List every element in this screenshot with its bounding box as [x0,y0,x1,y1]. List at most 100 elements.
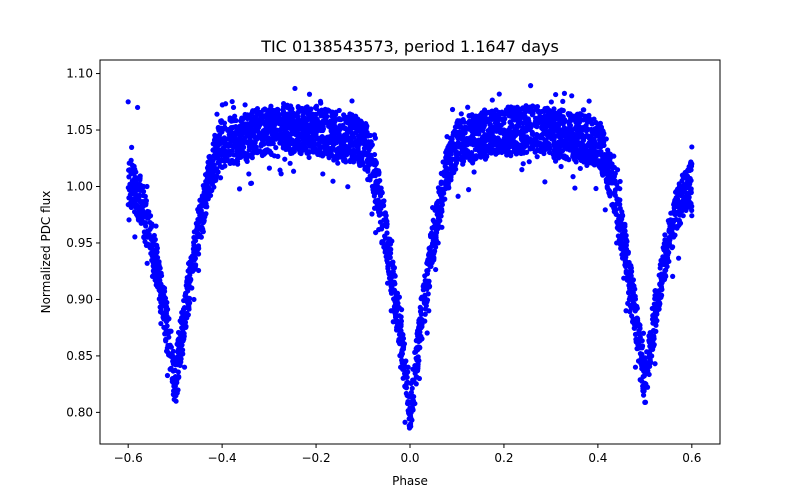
data-point [371,151,378,158]
data-point [328,133,335,139]
data-point [516,148,522,154]
data-point [416,375,422,382]
data-point [596,144,602,150]
data-point [151,237,157,244]
data-point [400,344,407,350]
x-tick-label: 0.4 [588,451,607,465]
x-tick-label: 0.6 [682,451,701,465]
data-point [600,168,606,174]
data-point [683,193,689,200]
data-point [414,330,420,337]
data-point [309,142,315,148]
data-point [258,143,264,149]
data-point [599,135,606,141]
data-point [211,153,217,159]
data-point [222,137,228,143]
data-point [476,148,482,154]
data-point [282,156,288,162]
data-point [184,315,190,321]
data-point [637,322,643,328]
data-point [412,400,418,407]
data-point [496,91,502,97]
data-point [577,165,583,172]
data-point [658,292,664,298]
data-point [195,267,202,274]
data-point [236,186,243,192]
data-point [656,272,662,278]
data-point [651,333,657,339]
data-point [455,118,461,124]
data-point [427,232,434,238]
data-point [305,136,311,143]
data-point [369,211,375,217]
data-point [312,104,319,111]
data-point [614,201,620,207]
data-point [471,169,477,175]
data-point [136,204,143,210]
data-point [333,140,340,146]
data-point [191,296,197,303]
data-point [313,116,319,122]
data-point [490,139,496,146]
data-point [251,132,257,138]
data-point [610,164,616,171]
data-point [577,112,584,118]
data-point [252,149,259,155]
data-point [596,158,602,164]
data-point [606,191,612,197]
data-point [379,240,385,246]
data-point [142,239,148,245]
data-point [505,132,511,138]
data-point [457,129,463,135]
data-point [306,91,313,97]
data-point [620,251,626,257]
data-point [192,244,198,250]
data-point [320,126,326,132]
data-point [258,131,264,138]
data-point [426,283,433,289]
data-point [194,226,200,232]
data-point [565,111,571,117]
data-point [578,155,584,161]
data-point [221,158,227,164]
data-point [482,134,488,140]
data-point [398,332,404,339]
data-point [153,262,159,269]
data-point [424,271,431,277]
data-point [142,198,148,205]
data-point [555,128,561,134]
data-point [433,266,439,273]
data-point [681,206,687,212]
data-point [465,104,471,110]
data-point [541,129,547,136]
data-point [174,390,180,396]
data-point [259,117,265,123]
data-point [349,134,355,140]
data-point [341,143,347,150]
data-point [369,173,375,179]
data-point [330,178,336,184]
data-point [138,187,144,193]
data-point [234,155,241,162]
data-point [643,363,649,370]
data-point [288,105,294,111]
data-point [406,425,413,431]
data-point [355,154,361,160]
data-point [247,121,253,127]
data-point [373,168,379,174]
data-point [616,197,622,203]
data-point [180,347,186,353]
data-point [324,113,330,120]
data-point [381,211,387,217]
data-point [304,104,310,110]
data-point [388,308,394,314]
data-point [623,308,629,314]
data-point [466,113,472,119]
data-point [586,98,592,104]
data-point [431,249,437,255]
data-point [438,179,444,185]
data-point [280,100,287,107]
data-point [471,115,478,121]
data-point [129,162,135,168]
data-point [144,183,150,190]
